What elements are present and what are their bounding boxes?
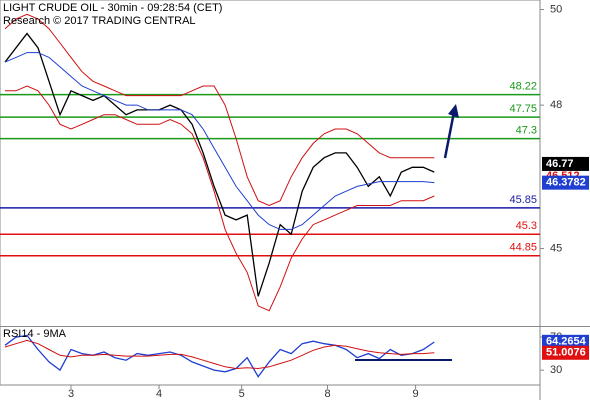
x-tick-label: 5 (239, 388, 245, 400)
series-line (4, 13, 435, 207)
price-box (542, 345, 589, 360)
price-box (542, 175, 589, 190)
level-label: 48.22 (509, 81, 537, 93)
forecast-arrow (443, 111, 456, 159)
series-line (4, 334, 435, 378)
price-label: 64.2654 (546, 336, 587, 348)
price-label: 46.3782 (546, 177, 586, 189)
x-tick-label: 4 (156, 388, 162, 400)
chart-title: LIGHT CRUDE OIL - 30min - 09:28:54 (CET) (3, 2, 222, 14)
y-tick-label: 50 (550, 3, 562, 15)
y-tick-label: 30 (550, 364, 562, 376)
series-line (4, 339, 435, 370)
series-line (4, 52, 435, 230)
x-tick-label: 9 (413, 388, 419, 400)
price-box (542, 334, 589, 349)
y-tick-label: 48 (550, 99, 562, 111)
level-label: 45.85 (509, 194, 537, 206)
chart-subtitle: Research © 2017 TRADING CENTRAL (3, 15, 196, 27)
price-panel (0, 13, 540, 312)
rsi-title: RSI14 - 9MA (3, 328, 67, 340)
y-tick-label: 45 (550, 242, 562, 254)
level-label: 45.3 (516, 220, 537, 232)
x-tick-label: 3 (68, 388, 74, 400)
plot-frame (0, 0, 541, 386)
price-label: 51.0076 (546, 347, 586, 359)
price-box (542, 156, 589, 171)
level-label: 47.3 (516, 125, 537, 137)
level-label: 44.85 (509, 242, 537, 254)
series-line (5, 85, 435, 312)
x-tick-label: 8 (324, 388, 330, 400)
forecast-arrowhead (448, 104, 459, 118)
rsi-panel (4, 334, 435, 378)
series-line (4, 32, 435, 297)
price-label: 46.77 (546, 158, 574, 170)
level-label: 47.75 (509, 103, 537, 115)
